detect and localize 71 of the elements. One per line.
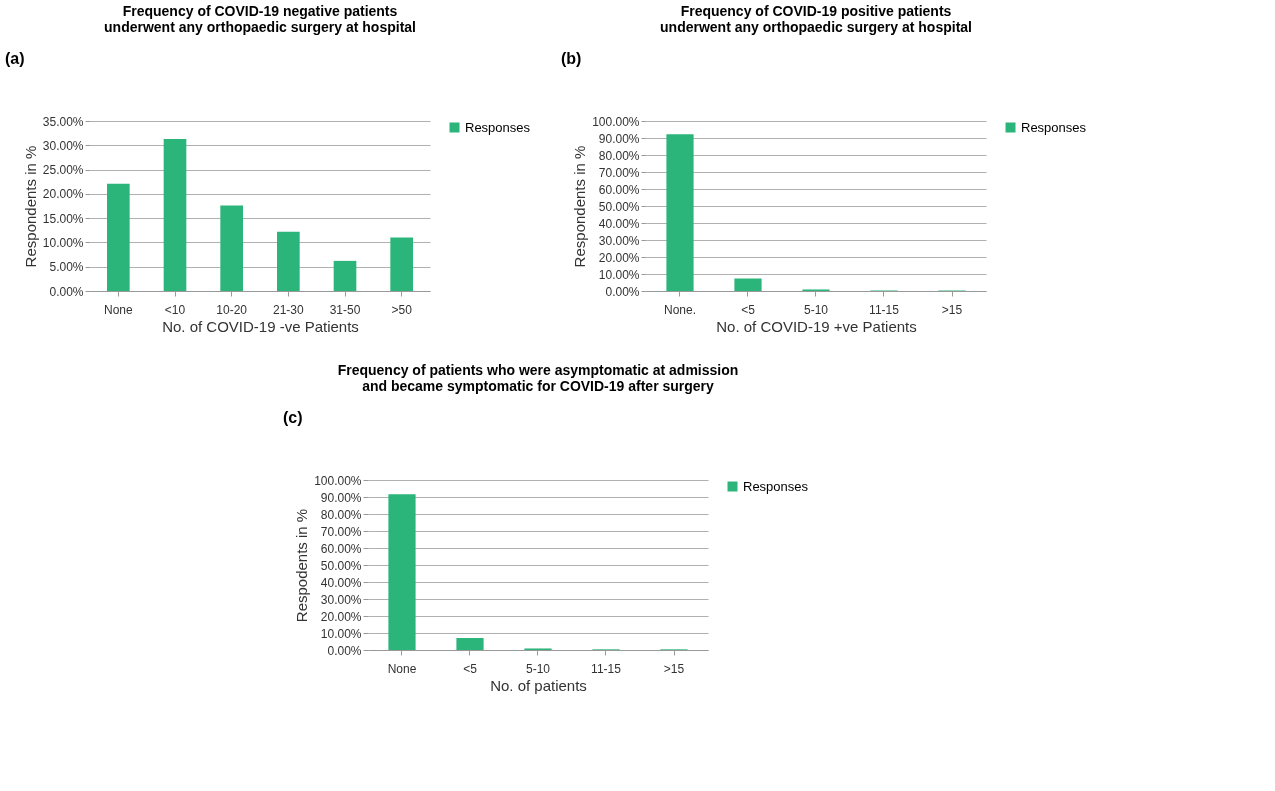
legend-label: Responses: [1021, 119, 1087, 135]
x-tick-label: <5: [463, 661, 478, 676]
chart-title: Frequency of COVID-19 negative patients underwent any orthopaedic surgery at hospital: [104, 3, 416, 35]
legend-label: Responses: [743, 478, 809, 494]
y-tick-label: 10.00%: [598, 267, 640, 282]
x-tick-label: >50: [391, 302, 413, 317]
bar: [220, 205, 243, 291]
y-axis-title: Respondents in %: [21, 145, 39, 268]
y-tick-label: 10.00%: [320, 626, 362, 641]
x-tick-label: >15: [663, 661, 685, 676]
x-tick-label: >15: [941, 302, 963, 317]
y-tick-label: 90.00%: [320, 490, 362, 505]
x-tick-label: 5-10: [803, 302, 829, 317]
y-tick-label: 50.00%: [598, 199, 640, 214]
x-tick-label: 11-15: [869, 302, 900, 317]
bar: [666, 134, 694, 291]
legend-label: Responses: [465, 119, 531, 135]
y-tick-label: 10.00%: [42, 235, 84, 250]
x-axis-title: No. of COVID-19 +ve Patients: [716, 317, 917, 335]
text: (a): [5, 50, 25, 67]
bar: [277, 231, 300, 291]
y-tick-label: 0.00%: [327, 643, 362, 658]
y-tick-label: 20.00%: [598, 250, 640, 265]
chart-title: Frequency of COVID-19 positive patients underwent any orthopaedic surgery at hospital: [660, 3, 972, 35]
x-tick-label: 11-15: [591, 661, 622, 676]
y-axis-title: Respondents in %: [571, 145, 589, 268]
y-tick-label: 20.00%: [42, 187, 84, 202]
y-tick-label: 60.00%: [320, 541, 362, 556]
y-tick-label: 5.00%: [49, 260, 84, 275]
x-axis-title: No. of COVID-19 -ve Patients: [162, 317, 359, 335]
y-tick-label: 60.00%: [598, 182, 640, 197]
y-tick-label: 90.00%: [598, 131, 640, 146]
x-tick-label: 10-20: [216, 302, 248, 317]
bar: [456, 637, 484, 650]
x-tick-label: 21-30: [272, 302, 304, 317]
x-tick-label: 31-50: [329, 302, 361, 317]
bar: [163, 138, 187, 291]
x-tick-label: <5: [741, 302, 756, 317]
y-tick-label: 80.00%: [320, 507, 362, 522]
x-tick-label: <10: [164, 302, 186, 317]
y-tick-label: 70.00%: [598, 165, 640, 180]
chart-title: Frequency of patients who were asymptomatic at admission and became symptomatic for COVID-19 after surgery: [337, 362, 739, 394]
bar: [388, 494, 416, 650]
y-tick-label: 30.00%: [42, 138, 84, 153]
bar: [107, 183, 130, 291]
y-tick-label: 30.00%: [598, 233, 640, 248]
bar: [734, 278, 762, 291]
y-tick-label: 30.00%: [320, 592, 362, 607]
bar: [333, 260, 357, 291]
x-tick-label: 5-10: [525, 661, 551, 676]
x-tick-label: None.: [663, 302, 697, 317]
bar: [390, 237, 413, 291]
y-tick-label: 100.00%: [314, 473, 362, 488]
y-tick-label: 40.00%: [598, 216, 640, 231]
y-tick-label: 0.00%: [605, 284, 640, 299]
y-tick-label: 50.00%: [320, 558, 362, 573]
y-tick-label: 35.00%: [42, 114, 84, 129]
y-axis-title: Respodents in %: [293, 508, 311, 623]
y-tick-label: 70.00%: [320, 524, 362, 539]
y-tick-label: 15.00%: [42, 211, 84, 226]
text: (b): [561, 50, 582, 67]
y-tick-label: 0.00%: [49, 284, 84, 299]
y-tick-label: 40.00%: [320, 575, 362, 590]
x-axis-title: No. of patients: [490, 676, 587, 694]
y-tick-label: 25.00%: [42, 163, 84, 178]
x-tick-label: None: [103, 302, 133, 317]
y-tick-label: 100.00%: [592, 114, 640, 129]
y-tick-label: 80.00%: [598, 148, 640, 163]
y-tick-label: 20.00%: [320, 609, 362, 624]
text: (c): [283, 409, 303, 426]
x-tick-label: None: [387, 661, 417, 676]
